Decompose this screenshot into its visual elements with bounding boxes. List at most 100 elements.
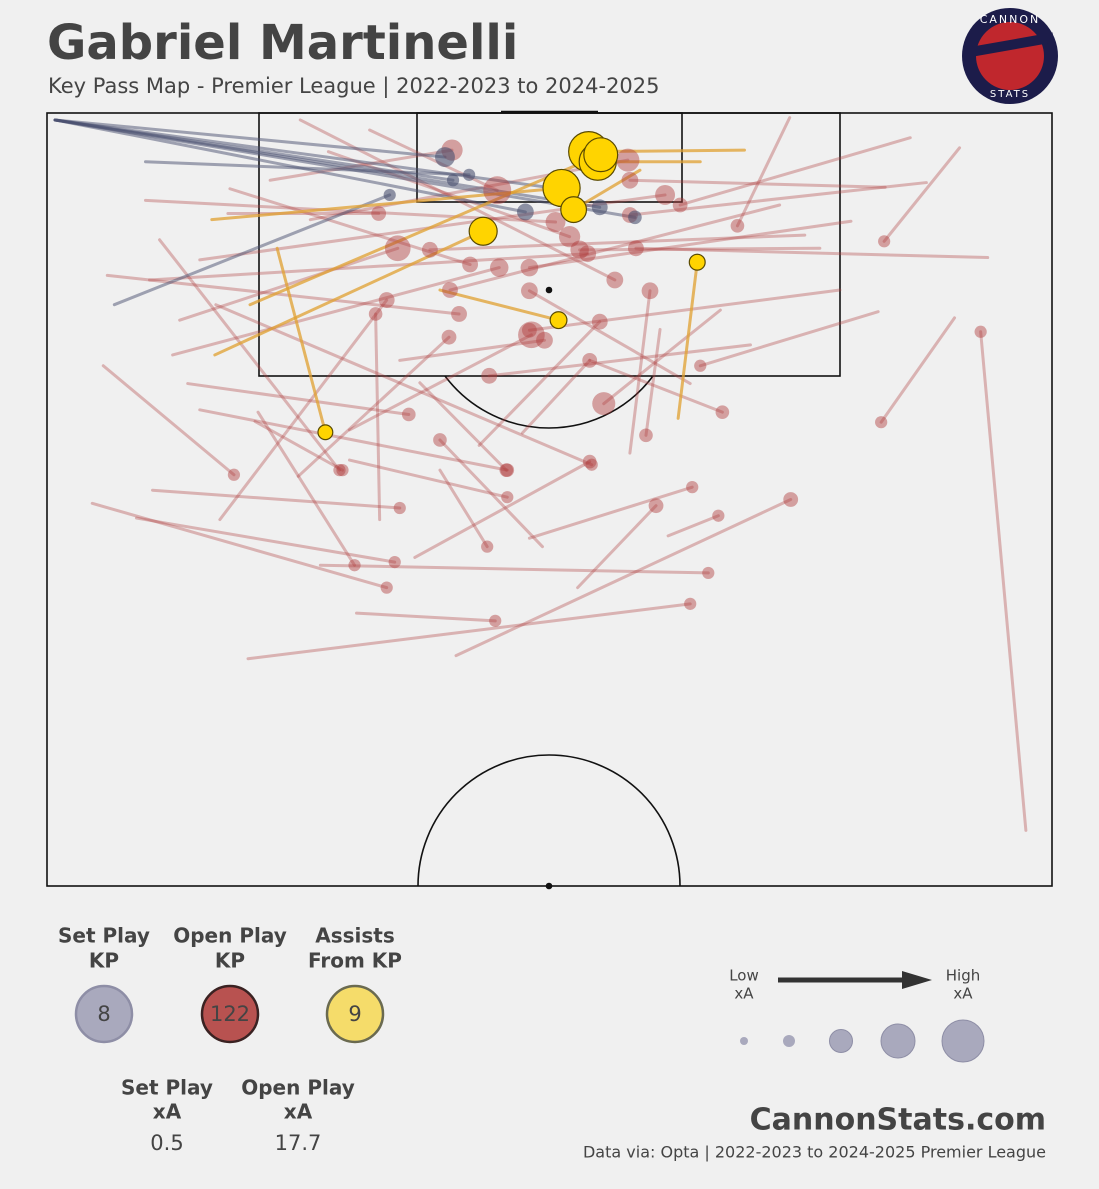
pass-line <box>374 312 382 522</box>
pass-end <box>227 468 241 481</box>
pass-line <box>275 246 327 434</box>
pass-end <box>648 498 664 514</box>
pass-end <box>481 540 494 553</box>
pass-line <box>628 181 928 217</box>
pass-end <box>518 321 545 349</box>
pass-line <box>448 203 782 292</box>
chart-title: Gabriel Martinelli <box>47 15 518 71</box>
pass-line <box>368 128 499 192</box>
pass-line <box>112 193 392 307</box>
pass-end <box>591 313 608 330</box>
pass-line <box>398 338 546 362</box>
stat-circle <box>325 984 385 1044</box>
pass-end <box>570 240 589 260</box>
pass-end <box>490 258 509 277</box>
pass-end <box>621 171 639 189</box>
pass-line <box>148 252 590 282</box>
footer-source: Data via: Opta | 2022-2023 to 2024-2025 … <box>583 1143 1046 1162</box>
pass-line <box>527 289 692 386</box>
pass-end <box>592 392 616 416</box>
pass-line <box>158 238 341 472</box>
pass-line <box>178 246 400 322</box>
pass-line <box>527 219 853 270</box>
pass-end <box>639 428 653 443</box>
pass-line <box>428 233 807 252</box>
pass-end <box>560 196 588 224</box>
xa-value: 0.5 <box>150 1131 183 1155</box>
pass-line <box>90 501 389 590</box>
pass-line <box>171 266 501 357</box>
pass-line <box>151 488 402 510</box>
pass-line <box>666 514 720 538</box>
pass-line <box>487 343 752 378</box>
pass-line <box>105 273 461 316</box>
pass-line <box>413 460 592 559</box>
pass-line <box>527 485 694 540</box>
pass-end <box>446 174 460 187</box>
pass-end <box>783 492 799 507</box>
pass-end <box>616 148 640 172</box>
xa-value: 17.7 <box>275 1131 322 1155</box>
pass-end <box>558 226 581 248</box>
pass-end <box>451 306 467 322</box>
pass-line <box>53 118 447 159</box>
pass-end <box>441 329 457 345</box>
pass-line <box>527 288 842 332</box>
pass-line <box>628 178 887 189</box>
stat-label: Open Play <box>173 924 287 948</box>
pass-end <box>545 212 566 232</box>
pass-end <box>730 219 745 233</box>
pass-line <box>979 330 1028 832</box>
pass-end <box>393 501 406 515</box>
pass-line <box>198 408 509 472</box>
stat-label: KP <box>89 949 119 973</box>
pass-end <box>442 282 458 298</box>
legend-text: High <box>946 967 980 985</box>
xa-label: xA <box>284 1100 313 1124</box>
pass-end <box>333 464 346 477</box>
pass-line <box>253 419 344 472</box>
stat-circle <box>200 984 260 1044</box>
pass-line <box>296 335 451 478</box>
pass-line <box>318 563 710 575</box>
pass-line <box>628 289 652 455</box>
pass-end <box>384 235 411 262</box>
pass-line <box>248 153 603 307</box>
pass-end <box>462 168 476 181</box>
pass-line <box>576 504 658 590</box>
pass-end <box>368 307 383 321</box>
pass-line <box>578 246 822 252</box>
pass-line <box>644 327 662 437</box>
pass-end <box>536 331 553 349</box>
pass-end <box>591 199 608 216</box>
pass-end <box>582 454 597 469</box>
pass-line <box>101 364 236 477</box>
pass-end <box>579 245 597 263</box>
pass-end <box>462 256 479 273</box>
pass-end <box>628 240 644 257</box>
pass-end <box>421 241 438 258</box>
legend-text: Low <box>729 967 759 985</box>
pass-line <box>438 438 544 549</box>
pass-line <box>454 498 793 658</box>
pass-end <box>628 210 642 225</box>
pass-end <box>878 235 891 248</box>
logo-text: STATS <box>990 89 1030 100</box>
pass-end <box>468 216 498 246</box>
pitch <box>46 110 1053 890</box>
xa-label: Open Play <box>241 1076 355 1100</box>
stat-label: From KP <box>308 949 402 973</box>
pass-end <box>433 433 447 447</box>
pass-end <box>522 322 537 338</box>
pass-line <box>256 410 357 567</box>
pass-line <box>53 118 572 192</box>
pass-end <box>688 253 706 271</box>
pass-end <box>388 556 401 569</box>
pass-end <box>686 481 699 494</box>
pass-line <box>879 316 957 424</box>
pass-end <box>489 614 502 627</box>
pass-end <box>641 282 659 300</box>
pass-line <box>438 468 489 549</box>
logo-text: CANNON <box>980 13 1041 26</box>
xa-label: xA <box>153 1100 182 1124</box>
